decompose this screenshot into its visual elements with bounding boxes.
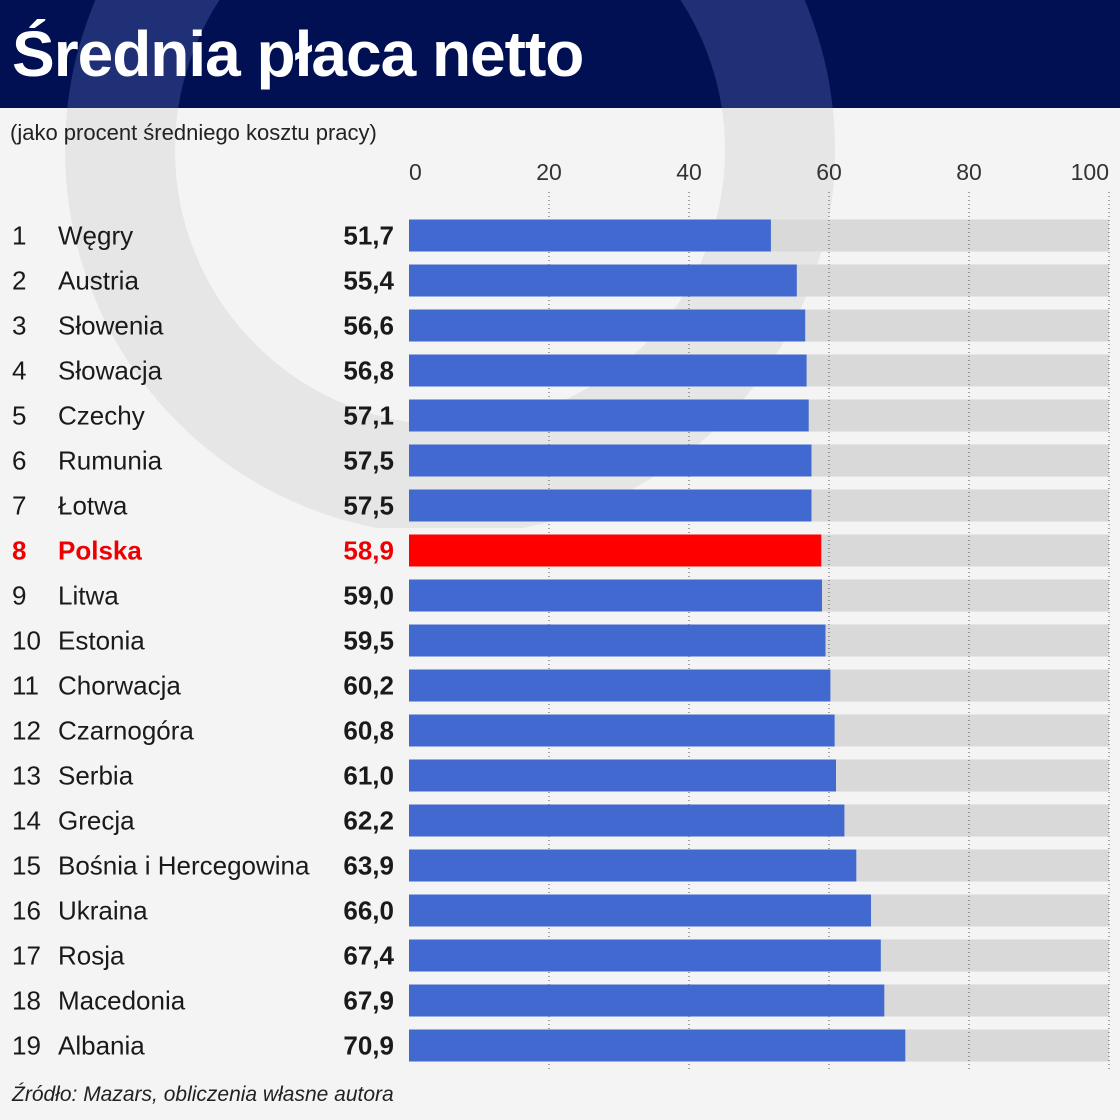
chart-subtitle: (jako procent średniego kosztu pracy) [10,120,377,145]
rank-label: 12 [12,716,41,746]
category-label: Grecja [58,806,135,836]
data-label: 60,8 [343,716,394,746]
data-label: 67,9 [343,986,394,1016]
category-label: Albania [58,1031,145,1061]
bar [409,399,809,432]
category-label: Litwa [58,581,119,611]
rank-label: 9 [12,581,26,611]
data-label: 62,2 [343,806,394,836]
data-label: 66,0 [343,896,394,926]
rank-label: 11 [12,671,39,701]
rank-label: 7 [12,491,26,521]
rank-label: 4 [12,356,26,386]
bar [409,714,835,747]
data-label: 57,1 [343,401,394,431]
bar [409,534,822,567]
category-label: Słowacja [58,356,163,386]
bar [409,219,771,252]
category-label: Słowenia [58,311,164,341]
data-label: 56,8 [343,356,394,386]
bar [409,804,845,837]
x-tick-label: 0 [409,159,422,185]
category-label: Ukraina [58,896,148,926]
data-label: 67,4 [343,941,394,971]
x-tick-label: 80 [956,159,982,185]
data-label: 59,5 [343,626,394,656]
x-tick-label: 100 [1071,159,1109,185]
rank-label: 19 [12,1031,41,1061]
category-label: Bośnia i Hercegowina [58,851,310,881]
rank-label: 16 [12,896,41,926]
category-label: Węgry [58,221,133,251]
bar [409,264,797,297]
bar [409,669,831,702]
category-label: Czarnogóra [58,716,194,746]
rank-label: 5 [12,401,26,431]
rank-label: 15 [12,851,41,881]
bar [409,624,826,657]
header-banner: Średnia płaca netto [0,0,1120,108]
rank-label: 1 [12,221,26,251]
rank-label: 2 [12,266,26,296]
x-tick-label: 20 [536,159,562,185]
data-label: 70,9 [343,1031,394,1061]
rank-label: 6 [12,446,26,476]
chart-title: Średnia płaca netto [12,18,584,90]
category-label: Serbia [58,761,134,791]
bar [409,984,885,1017]
rank-label: 13 [12,761,41,791]
rank-label: 14 [12,806,41,836]
bar [409,1029,906,1062]
category-label: Polska [58,536,142,566]
data-label: 56,6 [343,311,394,341]
bar [409,489,812,522]
data-label: 57,5 [343,446,394,476]
bar [409,939,881,972]
bar [409,759,836,792]
category-label: Macedonia [58,986,186,1016]
category-label: Łotwa [58,491,128,521]
data-label: 61,0 [343,761,394,791]
data-label: 63,9 [343,851,394,881]
background-decoration [65,108,835,528]
rank-label: 3 [12,311,26,341]
category-label: Rumunia [58,446,163,476]
rank-label: 18 [12,986,41,1016]
category-label: Rosja [58,941,125,971]
category-label: Estonia [58,626,145,656]
bar [409,579,822,612]
x-tick-label: 40 [676,159,702,185]
bar [409,309,806,342]
data-label: 60,2 [343,671,394,701]
bar [409,894,871,927]
source-note: Źródło: Mazars, obliczenia własne autora [12,1083,394,1106]
category-label: Czechy [58,401,145,431]
rank-label: 17 [12,941,41,971]
category-label: Chorwacja [58,671,181,701]
bar-chart: 0 20 40 60 80 100 1 Węgry 51,7 2 Austria 55,4 3 Słowe… [12,159,1110,1070]
data-label: 51,7 [343,221,394,251]
bar [409,849,857,882]
data-label: 58,9 [343,536,394,566]
data-label: 59,0 [343,581,394,611]
x-tick-label: 60 [816,159,842,185]
rank-label: 10 [12,626,41,656]
bar [409,444,812,477]
category-label: Austria [58,266,139,296]
rank-label: 8 [12,536,26,566]
data-label: 55,4 [343,266,394,296]
bar [409,354,807,387]
data-label: 57,5 [343,491,394,521]
